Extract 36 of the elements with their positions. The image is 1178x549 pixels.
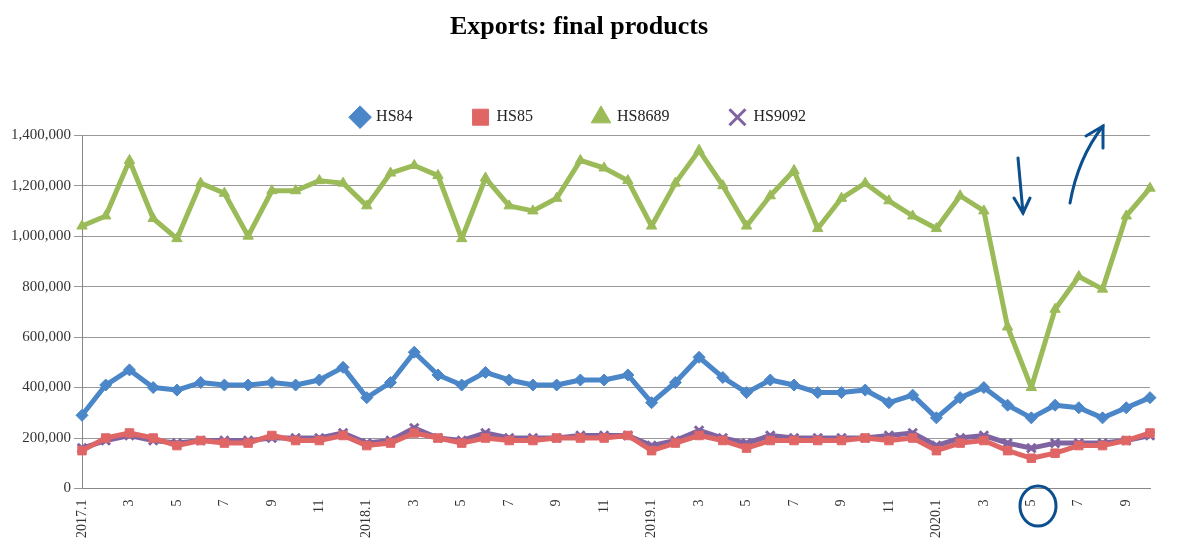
x-tick-label: 7 bbox=[216, 499, 232, 507]
x-tick-label: 7 bbox=[1070, 499, 1086, 507]
x-tick-label: 9 bbox=[548, 499, 564, 507]
y-tick-label: 0 bbox=[63, 479, 71, 496]
legend-label: HS8689 bbox=[617, 107, 670, 125]
x-tick-label: 3 bbox=[690, 499, 706, 507]
legend-label: HS85 bbox=[496, 107, 533, 125]
y-tick-label: 600,000 bbox=[22, 328, 71, 345]
legend-label: HS84 bbox=[376, 107, 413, 125]
x-tick-label: 7 bbox=[500, 499, 516, 507]
x-tick-label: 9 bbox=[1117, 499, 1133, 507]
x-tick-label: 5 bbox=[453, 499, 469, 507]
x-tick-label: 5 bbox=[168, 499, 184, 507]
legend-label: HS9092 bbox=[753, 107, 806, 125]
x-tick-label: 2017.1 bbox=[73, 499, 89, 538]
x-tick-label: 11 bbox=[595, 499, 611, 513]
x-tick-label: 3 bbox=[975, 499, 991, 507]
y-tick-label: 400,000 bbox=[22, 378, 71, 395]
x-tick-label: 7 bbox=[785, 499, 801, 507]
x-tick-label: 9 bbox=[263, 499, 279, 507]
x-tick-label: 11 bbox=[311, 499, 327, 513]
x-tick-label: 2020.1 bbox=[928, 499, 944, 538]
x-tick-label: 5 bbox=[1023, 499, 1039, 507]
y-tick-label: 1,200,000 bbox=[11, 176, 71, 193]
x-tick-label: 11 bbox=[880, 499, 896, 513]
y-tick-label: 1,400,000 bbox=[11, 126, 71, 143]
x-tick-label: 2019.1 bbox=[643, 499, 659, 538]
y-tick-label: 200,000 bbox=[22, 428, 71, 445]
y-tick-label: 1,000,000 bbox=[11, 227, 71, 244]
x-tick-label: 9 bbox=[833, 499, 849, 507]
x-tick-label: 2018.1 bbox=[358, 499, 374, 538]
y-tick-label: 800,000 bbox=[22, 277, 71, 294]
x-tick-label: 3 bbox=[121, 499, 137, 507]
chart-title: Exports: final products bbox=[449, 11, 709, 41]
x-tick-label: 5 bbox=[738, 499, 754, 507]
x-tick-label: 3 bbox=[405, 499, 421, 507]
